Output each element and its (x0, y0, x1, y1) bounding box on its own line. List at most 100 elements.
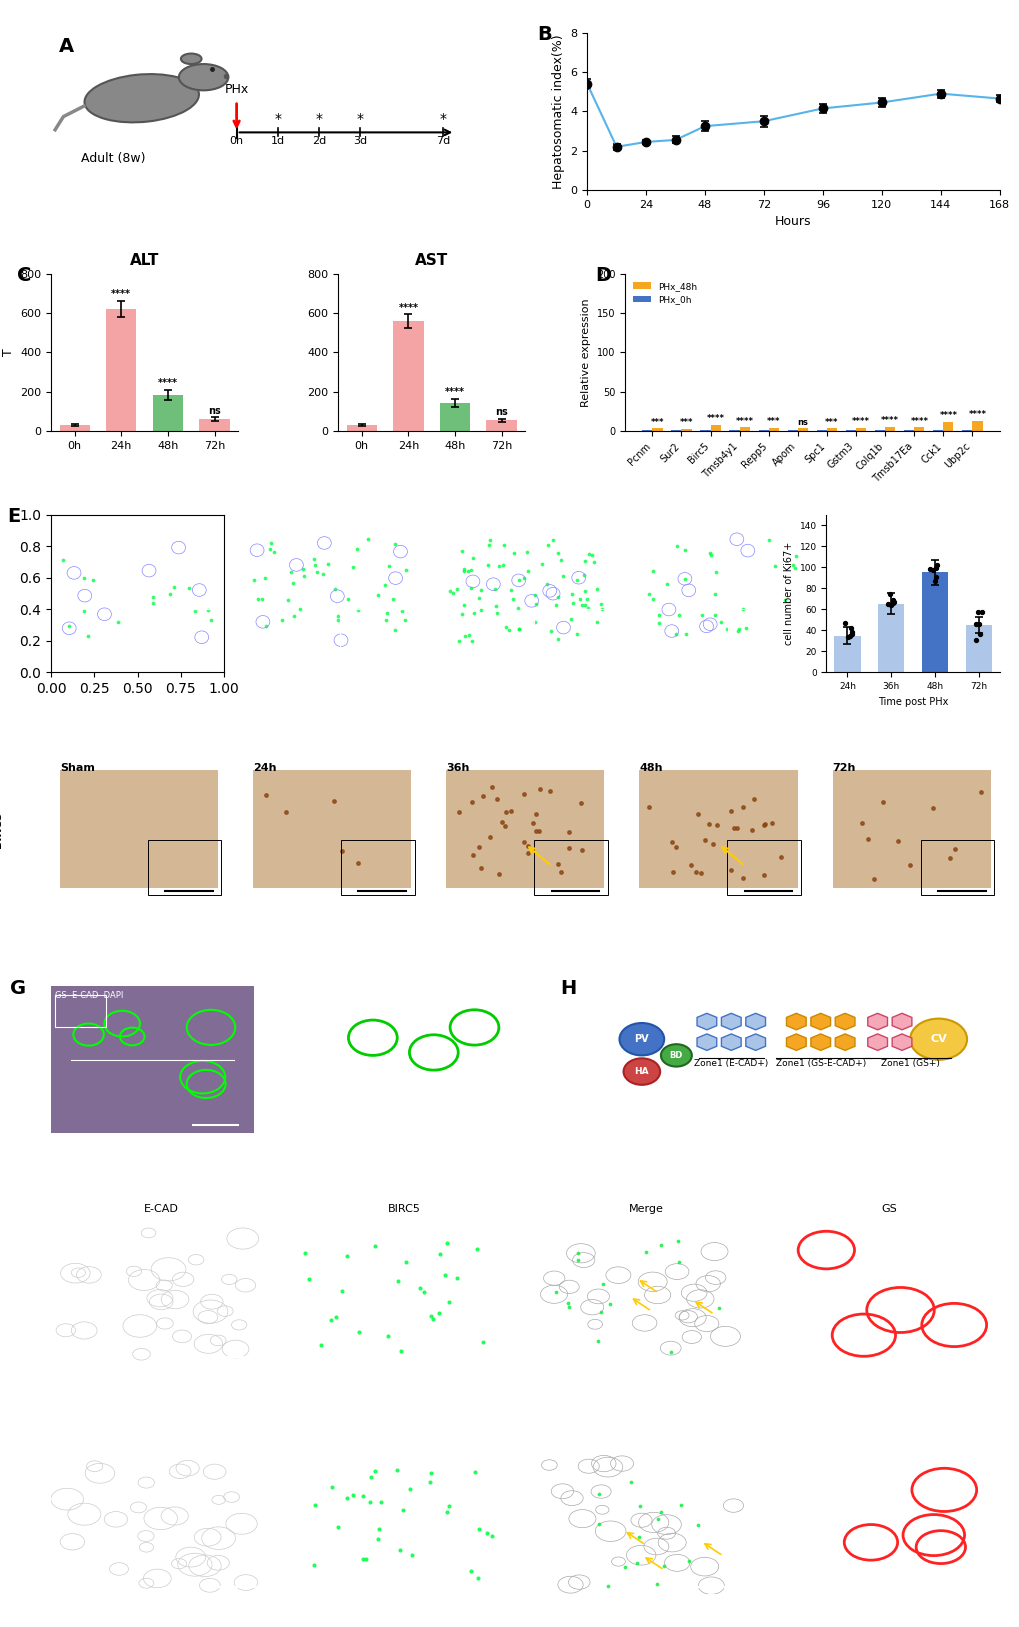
Bar (710, 425, 720, 431)
Point (700, 810, 716, 836)
Point (203, 607, 219, 633)
Point (394, 1497, 411, 1523)
Point (539, 532, 555, 558)
Point (468, 1237, 484, 1263)
Point (721, 857, 738, 883)
Point (520, 840, 536, 866)
Bar (393, 321, 423, 431)
Point (541, 778, 557, 804)
Point (579, 586, 595, 612)
Point (662, 1339, 679, 1365)
Text: BIRC5: BIRC5 (0, 810, 3, 848)
Bar (826, 428, 837, 431)
Point (448, 576, 465, 602)
Ellipse shape (180, 54, 202, 63)
Point (323, 1306, 339, 1333)
Point (362, 1464, 378, 1490)
Point (397, 556, 414, 582)
Point (313, 1333, 329, 1359)
Point (734, 595, 750, 622)
Text: 1d: 1d (270, 137, 284, 146)
Point (483, 773, 499, 799)
Point (361, 1489, 377, 1515)
Text: ****: **** (967, 410, 985, 420)
Circle shape (660, 1045, 691, 1067)
Point (307, 1492, 323, 1518)
Point (481, 527, 497, 553)
Point (560, 835, 577, 861)
Text: 36h: 36h (0, 1277, 2, 1303)
Point (840, 623, 856, 649)
X-axis label: Hours: Hours (774, 215, 811, 228)
Point (595, 1271, 611, 1297)
Point (377, 607, 393, 633)
Point (79, 623, 96, 649)
Point (772, 844, 789, 870)
Point (307, 552, 323, 578)
Point (970, 622, 986, 648)
Point (544, 527, 560, 553)
Point (473, 576, 489, 602)
Text: ****: **** (938, 412, 957, 420)
Point (926, 568, 943, 594)
Point (344, 553, 361, 579)
Bar (148, 840, 221, 895)
Bar (913, 428, 923, 431)
Text: BD: BD (669, 1051, 683, 1059)
X-axis label: Time post PHx: Time post PHx (877, 696, 948, 706)
Point (370, 1526, 386, 1552)
Point (439, 1230, 455, 1256)
Point (516, 781, 532, 807)
Point (926, 555, 943, 581)
Bar (855, 428, 865, 431)
Bar (971, 421, 981, 431)
Point (677, 537, 693, 563)
Point (470, 1565, 486, 1591)
Point (693, 602, 709, 628)
Point (967, 626, 983, 652)
Text: ns: ns (797, 418, 808, 426)
Point (576, 548, 592, 574)
Point (704, 831, 720, 857)
Point (516, 565, 532, 591)
Text: 24h: 24h (253, 763, 276, 773)
Point (569, 566, 585, 592)
Text: Adult (8w): Adult (8w) (81, 153, 145, 166)
Point (75, 597, 92, 623)
Point (467, 1459, 483, 1485)
Point (681, 1547, 697, 1573)
Point (924, 796, 941, 822)
Point (524, 810, 540, 836)
Point (712, 608, 729, 635)
Point (725, 815, 741, 841)
Point (431, 1241, 447, 1267)
Point (584, 542, 600, 568)
Point (450, 628, 467, 654)
Point (286, 604, 303, 630)
Point (590, 1511, 606, 1538)
Point (504, 586, 521, 612)
Point (411, 1276, 427, 1302)
Text: ****: **** (111, 290, 131, 299)
Point (423, 1459, 439, 1485)
Point (315, 561, 331, 587)
Point (327, 576, 343, 602)
Point (376, 573, 392, 599)
Bar (639, 771, 797, 888)
Point (592, 1300, 608, 1326)
Point (890, 828, 906, 854)
Point (319, 552, 335, 578)
Point (760, 527, 776, 553)
Point (710, 1295, 727, 1321)
Point (735, 794, 751, 820)
Point (708, 812, 725, 838)
Text: 48h: 48h (0, 1508, 2, 1534)
Text: ***: *** (766, 418, 780, 426)
Point (692, 861, 708, 887)
Point (463, 574, 479, 600)
Point (689, 1513, 705, 1539)
Point (667, 835, 684, 861)
Point (519, 539, 535, 565)
Point (593, 595, 609, 622)
Point (186, 597, 203, 623)
